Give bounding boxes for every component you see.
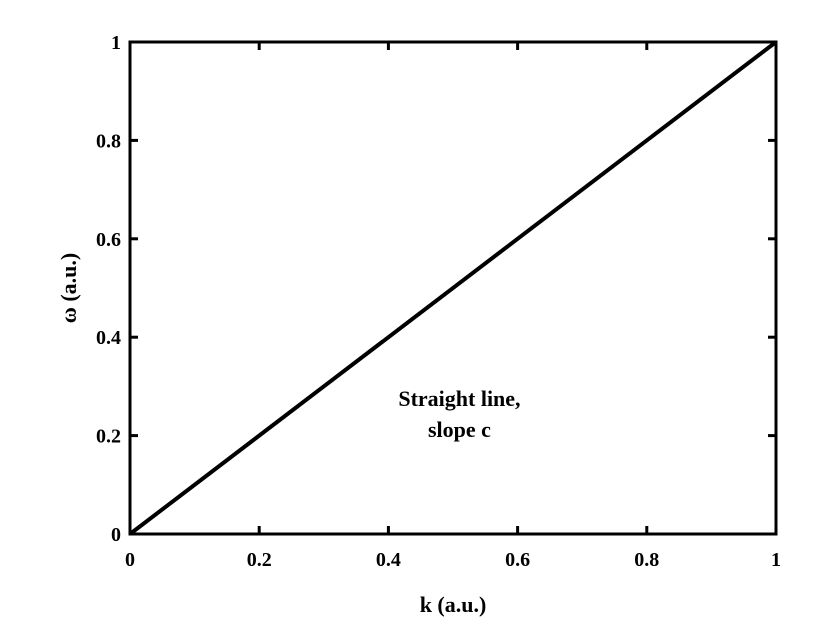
annotation-line-1: Straight line, xyxy=(398,386,520,411)
x-tick-label: 0.4 xyxy=(376,549,401,571)
y-tick-label: 0.8 xyxy=(96,130,121,152)
x-tick-labels: 0 0.2 0.4 0.6 0.8 1 xyxy=(125,549,781,571)
x-tick-label: 0.8 xyxy=(634,549,659,571)
y-tick-labels: 0 0.2 0.4 0.6 0.8 1 xyxy=(96,32,121,546)
plot-frame xyxy=(128,40,778,536)
x-axis-label: k (a.u.) xyxy=(420,592,487,617)
x-tick-label: 0.6 xyxy=(505,549,530,571)
y-tick-label: 0.4 xyxy=(96,327,121,349)
tick-marks xyxy=(130,42,776,534)
series-group xyxy=(128,40,778,536)
annotation-line-2: slope c xyxy=(428,417,491,442)
x-tick-label: 0.2 xyxy=(247,549,272,571)
y-tick-label: 1 xyxy=(111,32,121,54)
x-tick-label: 1 xyxy=(771,549,781,571)
y-axis-label: ω (a.u.) xyxy=(56,253,81,323)
x-tick-label: 0 xyxy=(125,549,135,571)
y-tick-label: 0.6 xyxy=(96,229,121,251)
series-line xyxy=(128,40,778,536)
y-tick-label: 0 xyxy=(111,524,121,546)
y-tick-label: 0.2 xyxy=(96,426,121,448)
